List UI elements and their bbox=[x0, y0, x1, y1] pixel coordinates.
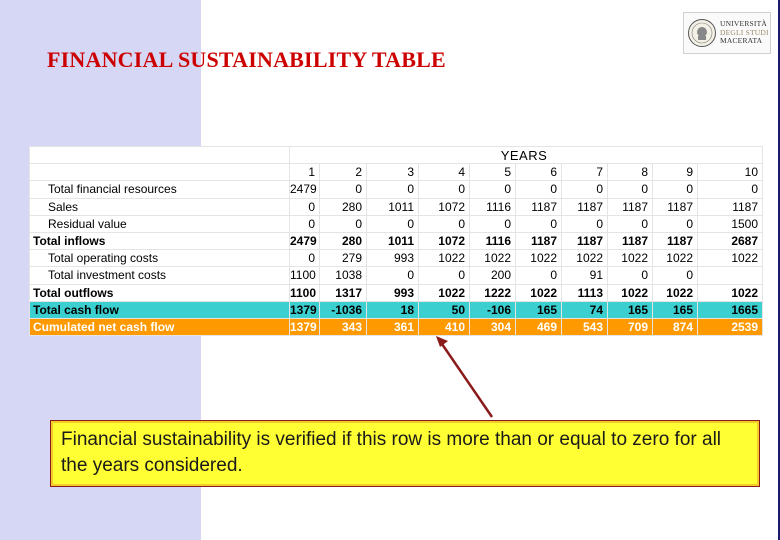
slide-title: FINANCIAL SUSTAINABILITY TABLE bbox=[47, 47, 446, 72]
table-cell: 1100 bbox=[289, 283, 320, 302]
financial-table: YEARS 1 2 3 4 5 6 7 8 9 10 Total financi… bbox=[29, 145, 764, 337]
table-cell: 709 bbox=[607, 317, 653, 337]
table-cell: 2539 bbox=[696, 317, 764, 337]
sustainability-note: Financial sustainability is verified if … bbox=[50, 420, 760, 487]
logo-line3: MACERATA bbox=[720, 36, 763, 46]
row-label: Total financial resources bbox=[29, 180, 290, 199]
table-cell: 410 bbox=[418, 317, 470, 337]
row-label: Total cash flow bbox=[29, 300, 290, 319]
table-cell: 304 bbox=[469, 317, 516, 337]
table-cell: 279 bbox=[319, 249, 367, 268]
seal-icon bbox=[688, 19, 716, 47]
table-cell: 1379 bbox=[289, 317, 320, 337]
table-cell: 874 bbox=[652, 317, 698, 337]
table-cell: 91 bbox=[561, 266, 608, 285]
table-cell: 1022 bbox=[652, 249, 698, 268]
table-cell: 993 bbox=[366, 283, 419, 302]
table-cell: 1187 bbox=[696, 197, 764, 216]
table-cell: 343 bbox=[319, 317, 367, 337]
table-cell: 1022 bbox=[418, 249, 470, 268]
table-cell: 1022 bbox=[652, 283, 698, 302]
table-cell: 1116 bbox=[469, 231, 516, 251]
arrow-head bbox=[436, 336, 448, 347]
table-cell: 165 bbox=[652, 300, 698, 319]
university-logo: UNIVERSITÀ DEGLI STUDI MACERATA bbox=[683, 12, 771, 54]
table-row: Total outflows 1100 1317 993 1022 1222 1… bbox=[29, 283, 764, 302]
table-cell: 1022 bbox=[607, 283, 653, 302]
table-cell: 18 bbox=[366, 300, 419, 319]
table-row: Total financial resources 2479 0 0 0 0 0… bbox=[29, 180, 764, 199]
table-cell: 280 bbox=[319, 197, 367, 216]
table-cell: 1116 bbox=[469, 197, 516, 216]
table-cell: 361 bbox=[366, 317, 419, 337]
table-row: Residual value 0 0 0 0 0 0 0 0 0 1500 bbox=[29, 214, 764, 233]
table-row: Total operating costs 0 279 993 1022 102… bbox=[29, 249, 764, 268]
table-cell: 1187 bbox=[652, 231, 698, 251]
table-cell: 1022 bbox=[696, 249, 764, 268]
row-label: Cumulated net cash flow bbox=[29, 317, 290, 337]
table-row-cumulated-net-cash-flow: Cumulated net cash flow 1379 343 361 410… bbox=[29, 317, 764, 337]
logo-line2: DEGLI STUDI bbox=[720, 27, 769, 37]
table-row-total-cash-flow: Total cash flow 1379 -1036 18 50 -106 16… bbox=[29, 300, 764, 319]
table-row: Total inflows 2479 280 1011 1072 1116 11… bbox=[29, 231, 764, 251]
table-cell: 1022 bbox=[418, 283, 470, 302]
table-cell: 1022 bbox=[696, 283, 764, 302]
years-header: YEARS bbox=[288, 145, 764, 164]
logo-line1: UNIVERSITÀ bbox=[720, 19, 767, 29]
right-border bbox=[778, 0, 780, 540]
table-cell: -106 bbox=[469, 300, 516, 319]
arrow-line bbox=[440, 343, 494, 418]
